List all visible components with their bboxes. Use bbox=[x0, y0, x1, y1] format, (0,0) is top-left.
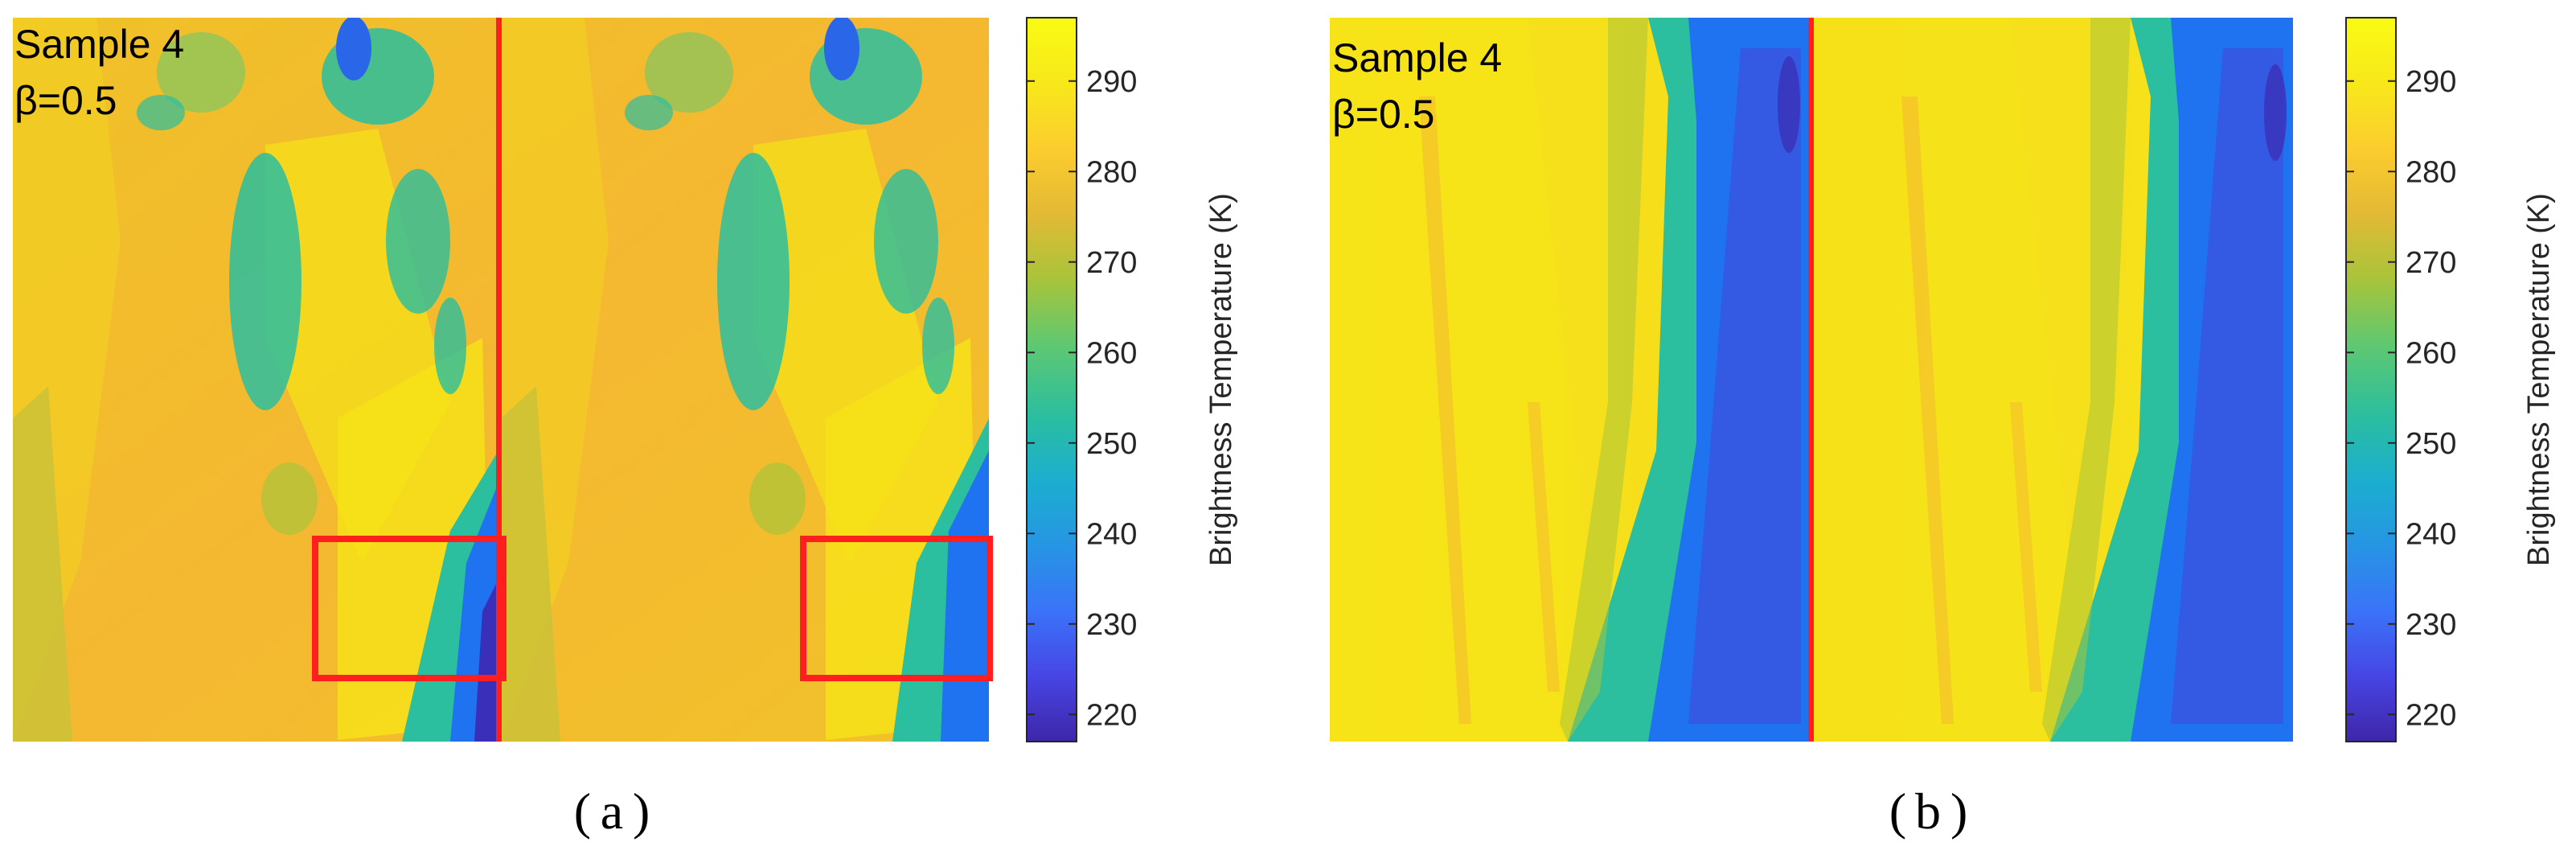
panel-a-heatmap: Sample 4 β=0.5 bbox=[13, 18, 993, 742]
panel-a-colorbar-ticks: 220 230 240 250 260 270 280 290 bbox=[1027, 65, 1137, 732]
panel-b-label-letter: b bbox=[1915, 783, 1941, 840]
panel-b-colorbar-tick-label: 240 bbox=[2406, 517, 2456, 551]
panel-a-highlight-box-right bbox=[800, 536, 993, 681]
svg-text:(: ( bbox=[1889, 783, 1906, 840]
panel-b-colorbar-tick-label: 220 bbox=[2406, 698, 2456, 732]
panel-a-colorbar: 220 230 240 250 260 270 280 290 Brightness Temp… bbox=[1026, 17, 1238, 742]
panel-b-colorbar: 220 230 240 250 260 270 280 290 Brightness Temp… bbox=[2345, 17, 2556, 742]
panel-b-left-half bbox=[1330, 18, 1809, 742]
panel-b-colorbar-tick-label: 250 bbox=[2406, 427, 2456, 461]
panel-b-heatmap: Sample 4 β=0.5 bbox=[1330, 18, 2293, 742]
panel-a-annotation-beta: β=0.5 bbox=[14, 78, 117, 123]
panel-b-colorbar-ticks: 220 230 240 250 260 270 280 290 bbox=[2346, 65, 2456, 732]
panel-b-label: ( b ) bbox=[1889, 783, 1968, 840]
panel-b-colorbar-tick-label: 230 bbox=[2406, 608, 2456, 642]
panel-a-colorbar-tick-label: 220 bbox=[1086, 698, 1137, 732]
panel-a-highlight-box-left bbox=[312, 536, 507, 681]
panel-a-vertical-line bbox=[496, 18, 502, 742]
panel-b-vertical-line bbox=[1808, 18, 1814, 742]
panel-b-annotation-beta: β=0.5 bbox=[1332, 92, 1434, 137]
svg-text:): ) bbox=[633, 783, 650, 840]
panel-b-colorbar-tick-label: 280 bbox=[2406, 155, 2456, 189]
panel-b-right-half bbox=[1812, 18, 2293, 742]
svg-text:): ) bbox=[1950, 783, 1967, 840]
panel-a-colorbar-tick-label: 240 bbox=[1086, 517, 1137, 551]
panel-b-colorbar-tick-label: 290 bbox=[2406, 65, 2456, 99]
panel-a-label-letter: a bbox=[601, 783, 623, 840]
panel-a-colorbar-tick-label: 230 bbox=[1086, 608, 1137, 642]
panel-a-colorbar-tick-label: 270 bbox=[1086, 246, 1137, 280]
panel-a-label: ( a ) bbox=[574, 783, 650, 840]
panel-b-colorbar-bar bbox=[2345, 17, 2397, 742]
panel-a-annotation-sample: Sample 4 bbox=[14, 22, 184, 67]
panel-b-colorbar-tick-label: 260 bbox=[2406, 336, 2456, 370]
panel-a-colorbar-tick-label: 260 bbox=[1086, 336, 1137, 370]
panel-a-colorbar-bar bbox=[1026, 17, 1077, 742]
panel-a-colorbar-tick-label: 280 bbox=[1086, 155, 1137, 189]
panel-a-colorbar-tick-label: 250 bbox=[1086, 427, 1137, 461]
panel-b-colorbar-label: Brightness Temperature (K) bbox=[2522, 193, 2556, 566]
panel-b-annotation-sample: Sample 4 bbox=[1332, 35, 1502, 80]
svg-text:(: ( bbox=[574, 783, 591, 840]
panel-a-colorbar-tick-label: 290 bbox=[1086, 65, 1137, 99]
panel-a-colorbar-label: Brightness Temperature (K) bbox=[1204, 193, 1238, 566]
panel-b-colorbar-tick-label: 270 bbox=[2406, 246, 2456, 280]
